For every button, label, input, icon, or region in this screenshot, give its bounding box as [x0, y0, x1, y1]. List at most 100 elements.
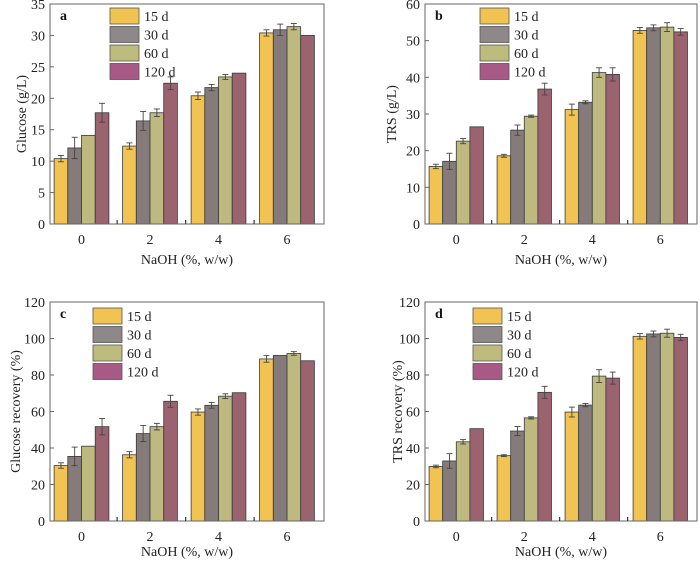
legend-swatch: [92, 326, 123, 343]
x-tick-label: 2: [521, 233, 528, 248]
legend-swatch: [472, 326, 503, 343]
bar-c-120d-naoh2: [163, 400, 178, 522]
bar-c-120d-naoh0: [94, 426, 110, 522]
bar-c-30d-naoh6: [272, 355, 288, 522]
legend-swatch: [92, 307, 123, 325]
bar-b-15d-naoh0: [428, 166, 444, 225]
x-tick-label: 0: [453, 530, 460, 545]
y-tick-label: 40: [406, 442, 420, 457]
x-tick-label: 6: [657, 233, 664, 248]
legend-swatch: [109, 63, 140, 80]
legend-label: 15 d: [507, 310, 532, 325]
x-tick-label: 0: [78, 233, 85, 248]
bar-c-120d-naoh4: [231, 392, 247, 522]
bar-c-60d-naoh2: [149, 426, 165, 522]
bar-b-30d-naoh6: [646, 27, 661, 225]
bar-c-30d-naoh4: [204, 404, 219, 522]
y-axis-title: TRS (g/L): [385, 85, 400, 143]
y-tick-label: 25: [31, 61, 45, 76]
bar-a-15d-naoh0: [53, 158, 69, 225]
x-tick-label: 4: [215, 530, 222, 545]
bar-a-30d-naoh6: [272, 29, 288, 225]
bar-a-120d-naoh4: [231, 72, 247, 225]
legend-label: 30 d: [144, 29, 169, 44]
y-tick-label: 10: [31, 155, 45, 170]
y-tick-label: 120: [399, 296, 420, 311]
y-tick-label: 0: [38, 515, 45, 530]
bar-b-60d-naoh2: [523, 115, 539, 225]
bar-a-120d-naoh6: [300, 35, 315, 225]
legend: 15 d 30 d 60 d 120 d: [92, 307, 159, 381]
x-axis-title: NaOH (%, w/w): [515, 253, 607, 268]
bar-c-120d-naoh6: [300, 360, 315, 522]
bar-d-120d-naoh6: [673, 336, 688, 522]
y-tick-label: 30: [406, 108, 420, 123]
bar-b-15d-naoh6: [632, 29, 648, 225]
legend-swatch: [479, 44, 510, 62]
y-tick-label: 100: [24, 333, 45, 348]
legend-swatch: [92, 344, 123, 362]
bar-a-15d-naoh4: [190, 95, 206, 225]
legend-label: 120 d: [127, 366, 159, 381]
bar-c-30d-naoh2: [135, 433, 151, 522]
bar-a-60d-naoh0: [81, 134, 96, 225]
bar-b-30d-naoh0: [442, 160, 457, 225]
x-tick-label: 0: [78, 530, 85, 545]
y-tick-label: 20: [406, 145, 420, 160]
bar-d-120d-naoh4: [605, 377, 620, 522]
bar-c-15d-naoh2: [122, 454, 137, 522]
bar-d-60d-naoh2: [523, 417, 539, 522]
legend-swatch: [109, 7, 140, 25]
legend-label: 30 d: [127, 329, 152, 344]
bar-a-30d-naoh2: [135, 120, 151, 225]
bar-a-15d-naoh6: [259, 32, 274, 225]
bar-d-30d-naoh0: [442, 460, 457, 522]
legend-swatch: [109, 26, 140, 43]
x-axis-title: NaOH (%, w/w): [141, 545, 233, 560]
bar-c-15d-naoh4: [190, 411, 206, 522]
bar-b-120d-naoh2: [537, 88, 552, 225]
bar-c-60d-naoh6: [286, 353, 302, 522]
bar-d-60d-naoh0: [455, 441, 471, 522]
bar-b-60d-naoh0: [455, 140, 471, 225]
y-tick-label: 100: [399, 333, 420, 348]
bar-a-60d-naoh2: [149, 112, 165, 225]
panel-letter: d: [435, 307, 443, 322]
y-tick-label: 30: [31, 29, 45, 44]
bar-b-120d-naoh4: [605, 74, 620, 225]
panel-letter: c: [60, 307, 66, 322]
legend-label: 120 d: [514, 66, 546, 81]
y-tick-label: 0: [413, 218, 420, 233]
legend-swatch: [472, 363, 503, 380]
legend-swatch: [472, 344, 503, 362]
legend-label: 120 d: [144, 66, 176, 81]
bar-b-30d-naoh4: [578, 101, 593, 225]
legend: 15 d 30 d 60 d 120 d: [472, 307, 539, 381]
legend: 15 d 30 d 60 d 120 d: [109, 7, 176, 81]
legend-label: 120 d: [507, 366, 539, 381]
legend-swatch: [479, 26, 510, 43]
y-tick-label: 40: [31, 442, 45, 457]
plot-frame: [49, 3, 325, 225]
y-tick-label: 60: [31, 406, 45, 421]
x-axis-title: NaOH (%, w/w): [141, 253, 233, 268]
bar-c-60d-naoh4: [218, 395, 233, 522]
panel-a: 0 2 4 6 0 5 10 15 20 25 30 35 NaOH (%, w/w) Glucose (…: [15, 0, 325, 268]
y-tick-label: 60: [406, 0, 420, 13]
bar-b-60d-naoh6: [659, 26, 675, 225]
x-tick-label: 2: [147, 233, 154, 248]
bar-a-60d-naoh4: [218, 76, 233, 225]
y-tick-label: 120: [24, 296, 45, 311]
y-tick-label: 15: [31, 124, 45, 139]
y-tick-label: 60: [406, 406, 420, 421]
bar-b-30d-naoh2: [510, 129, 525, 225]
bar-d-30d-naoh2: [510, 430, 525, 522]
bar-b-15d-naoh2: [496, 155, 512, 225]
bar-d-15d-naoh0: [428, 466, 444, 522]
y-axis-title: TRS recovery (%): [391, 360, 406, 463]
x-tick-label: 0: [453, 233, 460, 248]
